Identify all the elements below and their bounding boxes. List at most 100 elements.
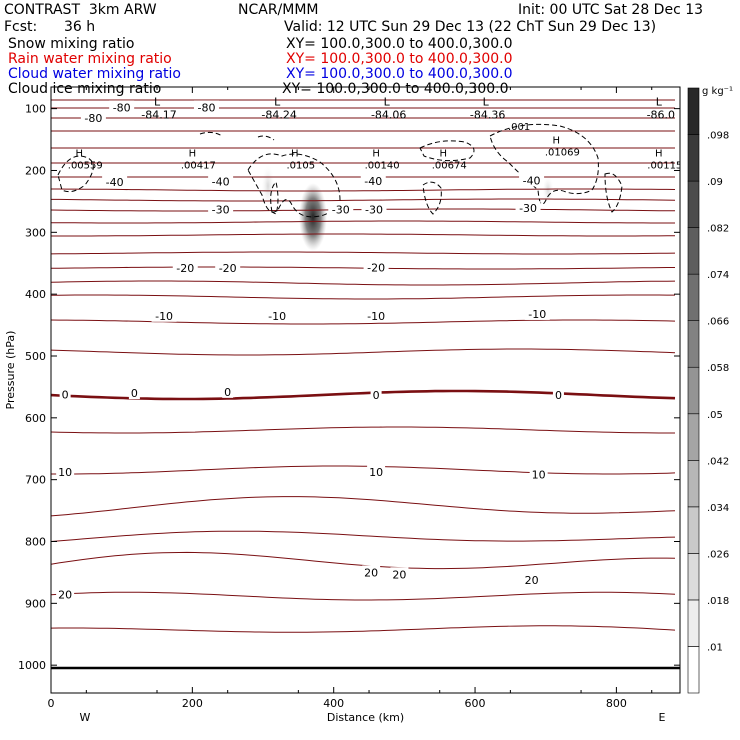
west-label: W (80, 711, 91, 724)
isotherm-label: -40 (523, 174, 541, 187)
x-tick-label: 400 (323, 697, 344, 710)
isotherm-label: 0 (373, 389, 380, 402)
colorbar-level-label: .042 (707, 456, 729, 467)
isotherm-label: 20 (525, 574, 539, 587)
high-value: .0105 (287, 161, 316, 172)
field-name-cloudice: Cloud ice mixing ratio (8, 81, 162, 97)
isotherm-label: -80 (113, 101, 131, 114)
isotherm-label: 20 (364, 566, 378, 579)
isotherm-label: -40 (364, 175, 382, 188)
colorbar-unit: g kg⁻¹ (702, 86, 733, 97)
y-tick-label: 1000 (18, 659, 46, 672)
label-bg (172, 261, 198, 275)
colorbar-band (687, 506, 700, 554)
label-bg (367, 465, 386, 479)
colorbar-level-label: .09 (707, 177, 723, 188)
mixing-ratio-contour (422, 181, 442, 215)
isotherm-line (51, 530, 676, 542)
isotherm-line (51, 280, 676, 286)
label-bg (264, 308, 290, 322)
isotherm-label: 10 (58, 466, 72, 479)
low-marker: L (154, 95, 161, 108)
x-axis-label: Distance (km) (327, 711, 404, 724)
label-bg (128, 386, 140, 400)
colorbar-band (687, 320, 700, 368)
source-label: NCAR/MMM (238, 2, 319, 18)
y-tick-label: 100 (25, 103, 46, 116)
isotherm-label: 10 (369, 466, 383, 479)
label-bg (360, 173, 386, 187)
isotherm-label: 20 (58, 589, 72, 602)
shading-maximum (299, 183, 327, 251)
colorbar-band (687, 134, 700, 182)
label-bg (362, 565, 381, 579)
init-time: Init: 00 UTC Sat 28 Dec 13 (518, 2, 704, 18)
high-marker: H (189, 149, 197, 160)
isotherm-line (51, 625, 676, 633)
plot-area: -80 -80 -80 -40 -40 -40 -40 -30 -30 -30 -30 -20 -20 -… (51, 95, 680, 670)
contour-annotation: .001 (508, 122, 530, 133)
isotherm-label: -30 (519, 202, 537, 215)
isotherm-line (51, 294, 675, 300)
field-xy-snow: XY= 100.0,300.0 to 400.0,300.0 (286, 36, 513, 52)
high-value: .01069 (545, 148, 580, 159)
plot-frame (50, 86, 681, 694)
high-marker: H (655, 149, 663, 160)
high-marker: H (372, 149, 380, 160)
colorbar-level-label: .05 (707, 410, 723, 421)
colorbar-level-label: .034 (707, 503, 729, 514)
colorbar-band (687, 413, 700, 461)
isotherm-label: -10 (155, 310, 173, 323)
colorbar-level-label: .098 (707, 131, 729, 142)
shading-patch (261, 164, 275, 208)
label-bg (363, 308, 389, 322)
colorbar-level-label: .01 (707, 642, 723, 653)
high-marker: H (439, 149, 447, 160)
isotherm-label: -20 (176, 262, 194, 275)
isotherm-label: -20 (219, 262, 237, 275)
colorbar-band (687, 273, 700, 321)
shading-patch (542, 175, 554, 205)
colorbar-level-label: .074 (707, 270, 729, 281)
low-marker: L (384, 95, 391, 108)
low-value: -84.24 (261, 108, 296, 121)
field-name-snow: Snow mixing ratio (8, 36, 135, 52)
label-bg (524, 306, 550, 320)
label-bg (193, 100, 219, 114)
y-tick-label: 700 (25, 474, 46, 487)
colorbar-level-label: .058 (707, 363, 729, 374)
mixing-ratio-contour (604, 172, 623, 213)
y-axis-label: Pressure (hPa) (4, 331, 17, 410)
colorbar-band (687, 227, 700, 275)
isotherm-line (51, 465, 676, 475)
label-bg (59, 387, 71, 401)
label-bg (56, 465, 75, 479)
colorbar-level-label: .018 (707, 596, 729, 607)
high-value: .00140 (365, 161, 400, 172)
isotherm-line (51, 188, 676, 192)
field-xy-rain: XY= 100.0,300.0 to 400.0,300.0 (286, 51, 513, 67)
model-line: CONTRAST 3km ARW (4, 2, 157, 18)
isotherm-label: -80 (197, 101, 215, 114)
colorbar-level-label: .082 (707, 224, 729, 235)
label-bg (515, 201, 541, 215)
y-tick-label: 600 (25, 412, 46, 425)
label-bg (56, 587, 75, 601)
isotherm-line (51, 251, 676, 255)
colorbar-band (687, 460, 700, 508)
high-value: .00559 (68, 161, 103, 172)
colorbar-band (687, 646, 700, 694)
colorbar-band (687, 366, 700, 415)
x-tick-label: 200 (182, 697, 203, 710)
y-tick-label: 500 (25, 350, 46, 363)
label-bg (222, 384, 234, 398)
fcst-label: Fcst: (4, 19, 38, 35)
colorbar-band (687, 599, 700, 647)
label-bg (109, 100, 135, 114)
colorbar-level-label: .066 (707, 317, 729, 328)
isotherm-label: -40 (106, 176, 124, 189)
isotherm-label: 10 (532, 469, 546, 482)
low-value: -84.17 (141, 108, 176, 121)
label-bg (208, 174, 234, 188)
